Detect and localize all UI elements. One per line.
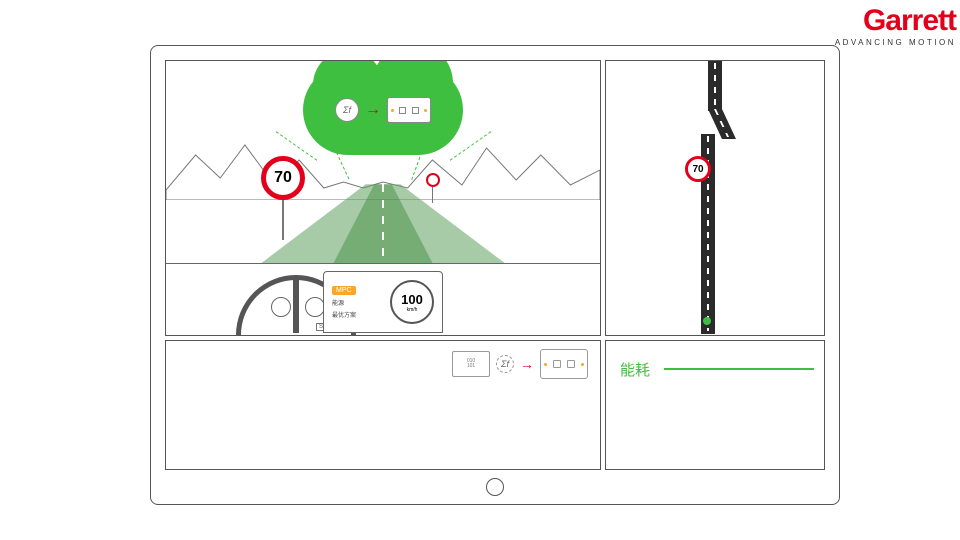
speedometer: 100 km/h — [390, 280, 434, 324]
map-speed-value: 70 — [692, 164, 703, 175]
tablet-frame: ▲ ▲ Σf → 70 — [150, 45, 840, 505]
gauge-icon — [305, 297, 325, 317]
console-labels: MPC 能源 最优方案 — [332, 286, 356, 319]
cloud-compute: Σf → — [303, 65, 463, 155]
panel-driving-scene: ▲ ▲ Σf → 70 — [165, 60, 601, 336]
dashboard: SET MPC 能源 最优方案 100 km/h — [166, 263, 600, 335]
map-speed-sign: 70 — [685, 156, 711, 182]
energy-line — [664, 368, 814, 370]
sign-pole-far — [432, 187, 433, 203]
panel-map: 70 — [605, 60, 825, 336]
brand-name: Garrett — [835, 4, 956, 38]
map-road: 70 — [606, 61, 824, 335]
speed-limit-value: 70 — [274, 169, 292, 187]
console-line2: 最优方案 — [332, 310, 356, 319]
binary-text: 010 101 — [467, 359, 475, 369]
cluster-gauges — [271, 297, 325, 317]
speed-unit: km/h — [407, 307, 418, 313]
speed-value: 100 — [401, 292, 423, 307]
gauge-icon — [271, 297, 291, 317]
mini-diagram: 010 101 Σf → — [452, 349, 588, 379]
home-button[interactable] — [486, 478, 504, 496]
panel-energy: 能耗 — [605, 340, 825, 470]
brand-logo: Garrett ADVANCING MOTION — [835, 4, 956, 47]
brand-tagline: ADVANCING MOTION — [835, 38, 956, 47]
binary-car-icon: 010 101 — [452, 351, 490, 377]
arrow-icon: → — [520, 356, 534, 372]
vehicle-icon — [387, 97, 431, 123]
sign-pole — [282, 200, 284, 240]
sigma-icon: Σf — [496, 355, 514, 373]
energy-label: 能耗 — [620, 359, 650, 380]
arrow-icon: → — [365, 101, 381, 119]
scene: ▲ ▲ Σf → 70 — [166, 61, 600, 335]
panel-algorithm: 010 101 Σf → — [165, 340, 601, 470]
vehicle-icon — [540, 349, 588, 379]
map-vehicle-position — [703, 317, 711, 325]
speed-limit-sign-far — [426, 173, 440, 187]
speed-limit-sign: 70 — [261, 156, 305, 200]
screen-grid: ▲ ▲ Σf → 70 — [165, 60, 825, 470]
console-line1: 能源 — [332, 298, 356, 307]
cloud-content: Σf → — [311, 73, 455, 147]
center-console: MPC 能源 最优方案 100 km/h — [323, 271, 443, 333]
sigma-icon: Σf — [335, 98, 359, 122]
mpc-badge: MPC — [332, 286, 356, 295]
